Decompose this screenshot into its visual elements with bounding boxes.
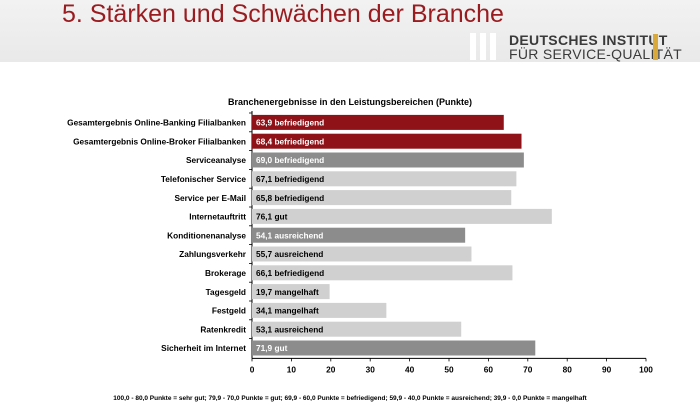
category-label: Zahlungsverkehr: [179, 249, 247, 259]
bar-value-label: 69,0 befriedigend: [256, 155, 324, 165]
category-label: Telefonischer Service: [161, 174, 247, 184]
x-tick-label: 100: [639, 364, 653, 374]
bar-value-label: 54,1 ausreichend: [256, 230, 323, 240]
x-tick-label: 70: [523, 364, 533, 374]
bar: [252, 227, 466, 243]
category-label: Brokerage: [205, 268, 246, 278]
bar: [252, 190, 512, 206]
rating-scale-footnote: 100,0 - 80,0 Punkte = sehr gut; 79,9 - 7…: [113, 395, 587, 402]
bar-value-label: 19,7 mangelhaft: [256, 287, 319, 297]
bar-value-label: 67,1 befriedigend: [256, 174, 324, 184]
category-label: Gesamtergebnis Online-Broker Filialbanke…: [73, 136, 246, 146]
x-tick-label: 10: [287, 364, 297, 374]
bar: [252, 152, 524, 168]
bar-value-label: 63,9 befriedigend: [256, 118, 324, 128]
bar-value-label: 65,8 befriedigend: [256, 193, 324, 203]
bar: [252, 114, 504, 130]
category-label: Service per E-Mail: [175, 193, 246, 203]
category-label: Konditionenanalyse: [167, 230, 246, 240]
slide-title: 5. Stärken und Schwächen der Branche: [62, 0, 504, 28]
bar-value-label: 55,7 ausreichend: [256, 249, 323, 259]
logo-line-1: DEUTSCHES INSTITUT: [509, 32, 668, 48]
category-label: Ratenkredit: [200, 324, 246, 334]
bar: [252, 246, 472, 262]
x-tick-label: 60: [484, 364, 494, 374]
category-label: Tagesgeld: [206, 287, 246, 297]
bar-value-label: 66,1 befriedigend: [256, 268, 324, 278]
category-label: Internetauftritt: [189, 212, 246, 222]
logo-accent-bar: [653, 34, 658, 60]
chart-title: Branchenergebnisse in den Leistungsberei…: [227, 97, 473, 107]
bar-value-label: 76,1 gut: [256, 212, 288, 222]
x-tick-label: 50: [444, 364, 454, 374]
bar: [252, 284, 330, 300]
bar-value-label: 53,1 ausreichend: [256, 324, 323, 334]
bar: [252, 133, 522, 149]
bar: [252, 302, 387, 318]
bar: [252, 265, 513, 281]
x-tick-label: 80: [563, 364, 573, 374]
bar: [252, 171, 517, 187]
bar: [252, 321, 462, 337]
x-tick-label: 90: [602, 364, 612, 374]
category-label: Gesamtergebnis Online-Banking Filialbank…: [67, 118, 246, 128]
category-label: Sicherheit im Internet: [161, 343, 246, 353]
logo-line-2: FÜR SERVICE-QUALITÄT: [509, 46, 682, 62]
x-tick-label: 20: [326, 364, 336, 374]
category-label: Serviceanalyse: [186, 155, 246, 165]
x-tick-label: 0: [250, 364, 255, 374]
bar: [252, 340, 536, 356]
bar-value-label: 34,1 mangelhaft: [256, 306, 319, 316]
category-label: Festgeld: [212, 306, 246, 316]
bar: [252, 208, 552, 224]
x-tick-label: 30: [366, 364, 376, 374]
bar-value-label: 68,4 befriedigend: [256, 136, 324, 146]
x-tick-label: 40: [405, 364, 415, 374]
header-band: [0, 0, 700, 62]
bar-value-label: 71,9 gut: [256, 343, 288, 353]
institute-logo: DEUTSCHES INSTITUT FÜR SERVICE-QUALITÄT: [470, 33, 682, 61]
